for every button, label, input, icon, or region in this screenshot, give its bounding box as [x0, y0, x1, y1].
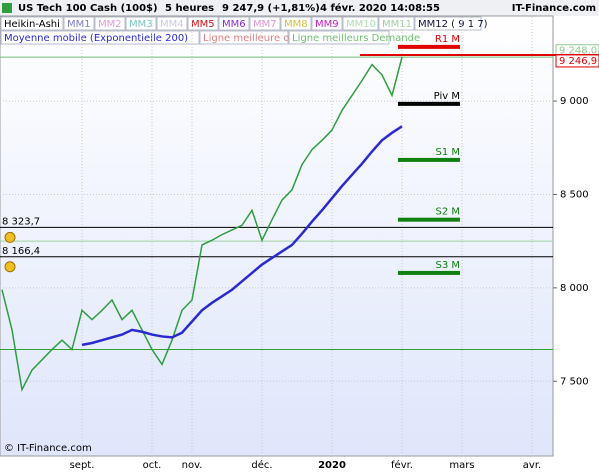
alert-bell[interactable]: [4, 261, 16, 273]
legend-box[interactable]: [280, 16, 312, 31]
pivot-bar: [398, 270, 460, 275]
legend-box[interactable]: [94, 16, 126, 31]
legend-label[interactable]: MM2: [98, 19, 122, 30]
x-tick-label: 2020: [318, 460, 346, 471]
legend-label[interactable]: MM4: [160, 19, 184, 30]
legend-label[interactable]: MM7: [253, 19, 277, 30]
price-tag: [555, 54, 599, 68]
y-tick-label: 9 000: [560, 96, 589, 107]
pivot-bar: [398, 101, 460, 106]
x-tick-label: avr.: [523, 460, 541, 471]
legend-label[interactable]: MM8: [284, 19, 308, 30]
legend-box[interactable]: [249, 16, 281, 31]
legend-box[interactable]: [378, 16, 415, 31]
plot-area: [0, 15, 554, 457]
period: 5 heures: [165, 3, 214, 14]
datetime: 4 févr. 2020 14:08:55: [320, 2, 440, 14]
legend-box[interactable]: [311, 16, 343, 31]
alert-label: 8 323,7: [2, 216, 40, 227]
legend-label[interactable]: Moyenne mobile (Exponentielle 200): [4, 33, 188, 44]
x-tick-label: sept.: [70, 460, 95, 471]
y-tick-label: 8 500: [560, 189, 589, 200]
pivot-label: R1 M: [435, 34, 460, 45]
legend-box[interactable]: [0, 16, 64, 31]
legend-box[interactable]: [156, 16, 188, 31]
copyright: © IT-Finance.com: [4, 443, 92, 454]
pivot-bar: [398, 157, 460, 162]
legend-label[interactable]: MM12 ( 9 1 7): [418, 19, 488, 30]
instrument-title: US Tech 100 Cash (100$): [18, 3, 158, 14]
legend-label[interactable]: Heikin-Ashi: [4, 19, 60, 30]
legend-box[interactable]: [288, 30, 390, 45]
x-tick-label: mars: [449, 460, 474, 471]
legend-box[interactable]: [414, 16, 482, 31]
x-tick-label: févr.: [391, 459, 413, 471]
alert-bell[interactable]: [4, 231, 16, 243]
pivot-label: S2 M: [435, 207, 460, 218]
legend-label[interactable]: MM6: [222, 19, 246, 30]
series-line: [81, 125, 403, 347]
chart-icon: [2, 3, 12, 13]
quote: 9 247,9 (+1,81%): [222, 3, 320, 14]
legend-label[interactable]: MM11: [382, 19, 412, 30]
pivot-label: S1 M: [435, 147, 460, 158]
legend-label[interactable]: Ligne meilleure offre: [203, 33, 306, 44]
site: IT-Finance.com: [512, 3, 596, 14]
legend-label[interactable]: MM3: [129, 19, 153, 30]
pivot-label: Piv M: [434, 91, 460, 102]
legend-box[interactable]: [342, 16, 379, 31]
price-tag-label: 9 246,9: [559, 56, 597, 67]
pivot-bar: [398, 44, 460, 49]
legend-label[interactable]: Ligne meilleurs Demande: [292, 33, 420, 44]
legend-box[interactable]: [63, 16, 95, 31]
x-tick-label: oct.: [143, 460, 162, 471]
price-tag-label: 9 248,0: [559, 46, 597, 57]
header-bar: [0, 0, 599, 16]
legend-label[interactable]: MM1: [67, 19, 91, 30]
legend-label[interactable]: MM5: [191, 19, 215, 30]
pivot-bar: [398, 217, 460, 222]
legend-box[interactable]: [0, 30, 200, 45]
legend-box[interactable]: [125, 16, 157, 31]
pivot-label: S3 M: [435, 260, 460, 271]
legend-box[interactable]: [199, 30, 289, 45]
series-line: [1, 56, 403, 393]
legend-box[interactable]: [218, 16, 250, 31]
y-tick-label: 8 000: [560, 283, 589, 294]
y-tick-label: 7 500: [560, 376, 589, 387]
legend-label[interactable]: MM10: [346, 19, 376, 30]
x-tick-label: déc.: [251, 459, 272, 471]
x-tick-label: nov.: [182, 460, 203, 471]
legend-label[interactable]: MM9: [315, 19, 339, 30]
alert-label: 8 166,4: [2, 246, 40, 257]
legend-box[interactable]: [187, 16, 219, 31]
